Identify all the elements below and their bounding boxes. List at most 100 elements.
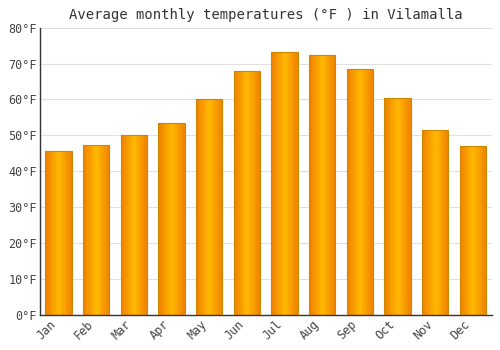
Bar <box>403 98 404 315</box>
Bar <box>90 145 91 315</box>
Bar <box>438 130 440 315</box>
Bar <box>94 145 95 315</box>
Bar <box>252 71 253 315</box>
Bar <box>309 55 310 315</box>
Bar <box>120 135 122 315</box>
Bar <box>54 152 55 315</box>
Bar <box>211 99 212 315</box>
Bar <box>294 52 295 315</box>
Bar <box>102 145 103 315</box>
Bar <box>399 98 400 315</box>
Bar <box>272 52 273 315</box>
Bar <box>63 152 64 315</box>
Bar <box>372 69 373 315</box>
Bar <box>50 152 51 315</box>
Bar <box>96 145 97 315</box>
Bar <box>480 146 482 315</box>
Bar <box>62 152 63 315</box>
Bar <box>404 98 406 315</box>
Bar <box>429 130 430 315</box>
Bar <box>68 152 69 315</box>
Bar <box>362 69 364 315</box>
Bar <box>244 71 245 315</box>
Bar <box>259 71 260 315</box>
Bar <box>295 52 296 315</box>
Bar <box>442 130 443 315</box>
Bar <box>208 99 209 315</box>
Bar <box>201 99 202 315</box>
Bar <box>323 55 324 315</box>
Bar <box>127 135 128 315</box>
Bar <box>435 130 436 315</box>
Bar <box>329 55 330 315</box>
Bar <box>401 98 402 315</box>
Bar <box>126 135 127 315</box>
Bar <box>462 146 463 315</box>
Bar <box>237 71 238 315</box>
Bar <box>353 69 354 315</box>
Bar <box>465 146 466 315</box>
Bar <box>398 98 399 315</box>
Bar <box>196 99 222 315</box>
Bar <box>282 52 284 315</box>
Bar <box>146 135 147 315</box>
Bar <box>328 55 329 315</box>
Bar <box>141 135 142 315</box>
Bar <box>288 52 289 315</box>
Bar <box>406 98 407 315</box>
Bar <box>370 69 371 315</box>
Bar <box>286 52 287 315</box>
Bar <box>472 146 473 315</box>
Bar <box>440 130 442 315</box>
Bar <box>138 135 139 315</box>
Bar <box>216 99 217 315</box>
Bar <box>175 123 176 315</box>
Bar <box>384 98 410 315</box>
Bar <box>317 55 318 315</box>
Bar <box>392 98 393 315</box>
Bar <box>463 146 464 315</box>
Bar <box>314 55 315 315</box>
Bar <box>360 69 362 315</box>
Bar <box>83 145 110 315</box>
Bar <box>181 123 182 315</box>
Bar <box>200 99 201 315</box>
Bar <box>176 123 178 315</box>
Bar <box>485 146 486 315</box>
Bar <box>97 145 98 315</box>
Bar <box>468 146 469 315</box>
Bar <box>350 69 351 315</box>
Bar <box>352 69 353 315</box>
Bar <box>172 123 173 315</box>
Bar <box>402 98 403 315</box>
Bar <box>167 123 168 315</box>
Bar <box>49 152 50 315</box>
Bar <box>387 98 388 315</box>
Bar <box>88 145 89 315</box>
Bar <box>371 69 372 315</box>
Bar <box>276 52 278 315</box>
Bar <box>52 152 53 315</box>
Bar <box>123 135 124 315</box>
Bar <box>133 135 134 315</box>
Bar <box>310 55 312 315</box>
Bar <box>394 98 395 315</box>
Bar <box>364 69 365 315</box>
Bar <box>134 135 136 315</box>
Bar <box>331 55 332 315</box>
Bar <box>139 135 140 315</box>
Bar <box>289 52 290 315</box>
Bar <box>460 146 462 315</box>
Bar <box>247 71 248 315</box>
Bar <box>334 55 336 315</box>
Bar <box>234 71 260 315</box>
Bar <box>174 123 175 315</box>
Bar <box>330 55 331 315</box>
Bar <box>388 98 390 315</box>
Bar <box>136 135 138 315</box>
Bar <box>98 145 99 315</box>
Bar <box>478 146 479 315</box>
Bar <box>128 135 130 315</box>
Bar <box>284 52 286 315</box>
Bar <box>325 55 326 315</box>
